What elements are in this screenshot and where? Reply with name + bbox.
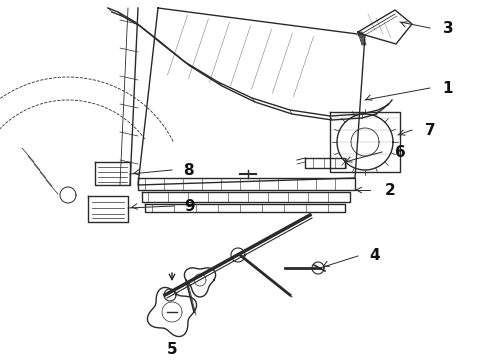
Text: 8: 8 <box>183 162 194 177</box>
Text: 1: 1 <box>443 81 453 95</box>
Text: 5: 5 <box>167 342 177 357</box>
Text: 7: 7 <box>425 122 435 138</box>
Text: 3: 3 <box>442 21 453 36</box>
Text: 2: 2 <box>385 183 395 198</box>
Text: 9: 9 <box>185 198 196 213</box>
Text: 6: 6 <box>394 144 405 159</box>
Text: 4: 4 <box>369 248 380 264</box>
